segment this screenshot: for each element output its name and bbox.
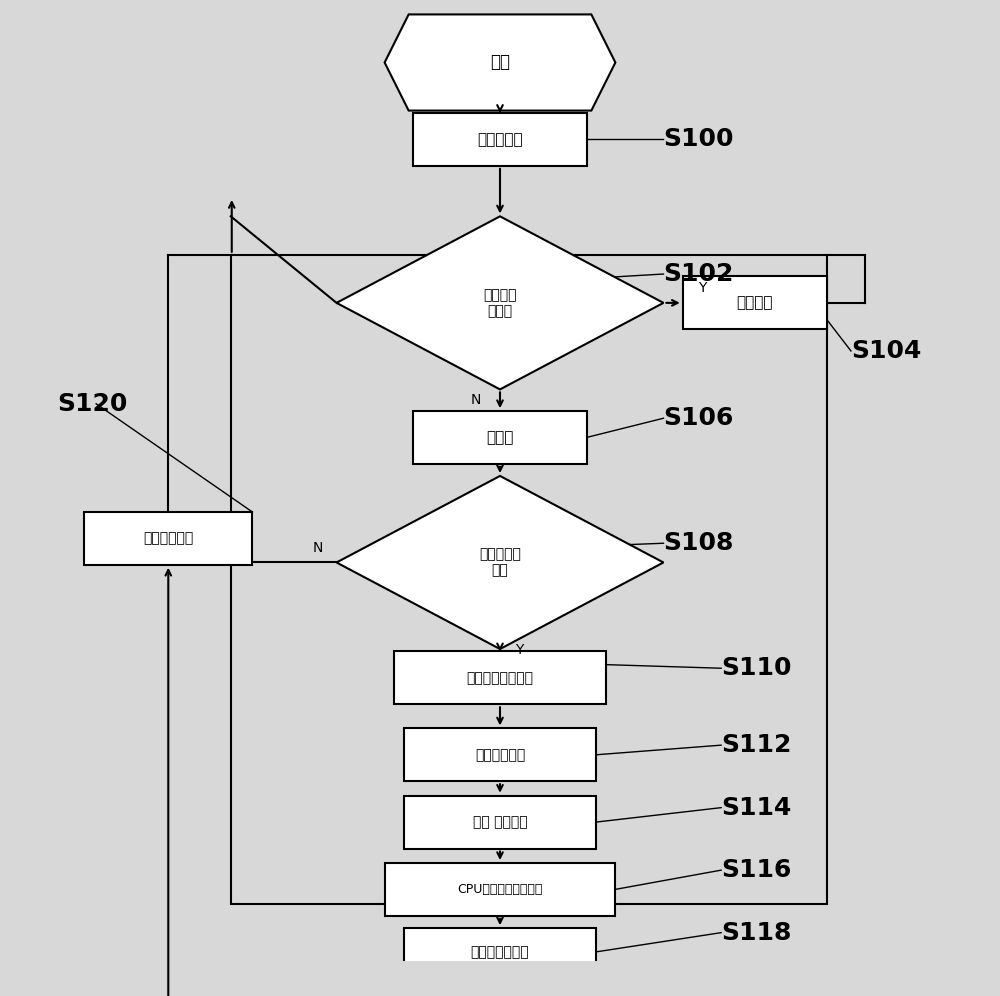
Text: N: N xyxy=(471,393,481,407)
FancyBboxPatch shape xyxy=(683,277,827,330)
Text: S118: S118 xyxy=(721,920,792,944)
Polygon shape xyxy=(385,14,615,111)
FancyBboxPatch shape xyxy=(413,411,587,464)
Text: 电量参数计算: 电量参数计算 xyxy=(475,748,525,762)
Text: 电能 计量模块: 电能 计量模块 xyxy=(473,815,527,829)
FancyBboxPatch shape xyxy=(84,512,252,565)
FancyBboxPatch shape xyxy=(413,113,587,166)
Text: CPU负载识别控制模块: CPU负载识别控制模块 xyxy=(457,882,543,895)
Text: 终端用电设备: 终端用电设备 xyxy=(143,532,193,546)
Text: 开中断: 开中断 xyxy=(486,430,514,445)
Text: 系统初始化: 系统初始化 xyxy=(477,131,523,147)
Text: 是否有过零
标志: 是否有过零 标志 xyxy=(479,548,521,578)
Text: S104: S104 xyxy=(851,339,921,363)
Text: N: N xyxy=(312,541,323,555)
FancyBboxPatch shape xyxy=(404,796,596,849)
Text: 开始: 开始 xyxy=(490,54,510,72)
Text: S102: S102 xyxy=(663,262,734,286)
FancyBboxPatch shape xyxy=(404,928,596,976)
Text: 继电器控制模块: 继电器控制模块 xyxy=(471,945,529,959)
Text: 通信模块: 通信模块 xyxy=(737,296,773,311)
Text: S110: S110 xyxy=(721,656,792,680)
Text: S114: S114 xyxy=(721,796,792,820)
FancyBboxPatch shape xyxy=(385,863,615,915)
Text: 电量多路数据采集: 电量多路数据采集 xyxy=(466,671,534,685)
Polygon shape xyxy=(337,216,663,389)
FancyBboxPatch shape xyxy=(404,728,596,781)
Text: Y: Y xyxy=(698,282,706,296)
Text: S106: S106 xyxy=(663,406,734,430)
Text: S100: S100 xyxy=(663,127,734,151)
Text: S116: S116 xyxy=(721,859,792,882)
FancyBboxPatch shape xyxy=(394,651,606,704)
Text: S108: S108 xyxy=(663,531,734,555)
Text: S112: S112 xyxy=(721,733,792,757)
Text: Y: Y xyxy=(515,643,523,657)
Text: S120: S120 xyxy=(58,391,128,415)
Text: 是否有通
信请求: 是否有通 信请求 xyxy=(483,288,517,318)
Polygon shape xyxy=(337,476,663,649)
